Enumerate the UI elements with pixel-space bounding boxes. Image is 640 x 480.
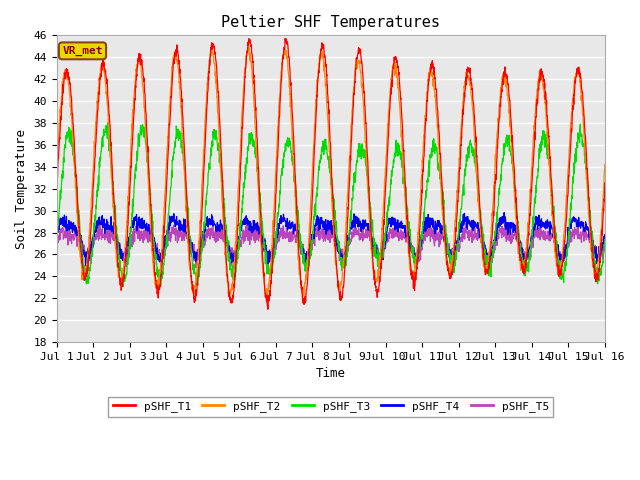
pSHF_T1 <box>264 306 272 312</box>
pSHF_T1 <box>81 275 88 280</box>
pSHF_T4 <box>319 221 327 227</box>
pSHF_T2 <box>586 219 593 225</box>
pSHF_T3 <box>53 231 61 237</box>
pSHF_T1 <box>320 44 328 50</box>
pSHF_T2 <box>320 60 328 66</box>
pSHF_T2 <box>81 271 88 276</box>
pSHF_T3 <box>586 203 593 208</box>
pSHF_T2 <box>53 166 61 172</box>
pSHF_T2 <box>586 218 593 224</box>
pSHF_T5 <box>305 250 313 256</box>
Legend: pSHF_T1, pSHF_T2, pSHF_T3, pSHF_T4, pSHF_T5: pSHF_T1, pSHF_T2, pSHF_T3, pSHF_T4, pSHF… <box>108 397 554 417</box>
pSHF_T1 <box>282 36 289 41</box>
pSHF_T2 <box>305 225 313 231</box>
pSHF_T5 <box>230 266 237 272</box>
Line: pSHF_T2: pSHF_T2 <box>57 47 605 298</box>
pSHF_T5 <box>485 252 493 258</box>
pSHF_T1 <box>586 199 593 205</box>
pSHF_T3 <box>601 237 609 242</box>
pSHF_T3 <box>305 262 313 268</box>
pSHF_T4 <box>586 226 593 231</box>
pSHF_T3 <box>320 152 328 157</box>
pSHF_T1 <box>53 185 61 191</box>
pSHF_T5 <box>81 247 88 253</box>
pSHF_T2 <box>601 162 609 168</box>
pSHF_T1 <box>485 260 493 266</box>
pSHF_T5 <box>586 224 593 230</box>
pSHF_T4 <box>82 264 90 270</box>
pSHF_T5 <box>320 229 328 235</box>
pSHF_T4 <box>500 210 508 216</box>
pSHF_T2 <box>263 295 271 301</box>
pSHF_T1 <box>601 180 609 186</box>
Y-axis label: Soil Temperature: Soil Temperature <box>15 129 28 249</box>
Line: pSHF_T5: pSHF_T5 <box>57 223 605 269</box>
pSHF_T3 <box>119 284 127 289</box>
pSHF_T3 <box>81 277 88 283</box>
Line: pSHF_T3: pSHF_T3 <box>57 122 605 287</box>
pSHF_T4 <box>81 253 88 259</box>
pSHF_T2 <box>244 44 252 49</box>
pSHF_T4 <box>601 232 609 238</box>
pSHF_T4 <box>484 256 492 262</box>
pSHF_T3 <box>586 195 593 201</box>
pSHF_T5 <box>53 247 61 252</box>
pSHF_T5 <box>96 220 104 226</box>
Title: Peltier SHF Temperatures: Peltier SHF Temperatures <box>221 15 440 30</box>
pSHF_T4 <box>586 228 593 233</box>
Line: pSHF_T1: pSHF_T1 <box>57 38 605 309</box>
pSHF_T4 <box>305 246 313 252</box>
pSHF_T3 <box>485 269 493 275</box>
pSHF_T5 <box>601 240 609 245</box>
pSHF_T3 <box>104 120 111 125</box>
pSHF_T2 <box>485 249 493 255</box>
pSHF_T5 <box>586 240 593 245</box>
Line: pSHF_T4: pSHF_T4 <box>57 213 605 267</box>
Text: VR_met: VR_met <box>62 46 103 56</box>
pSHF_T1 <box>586 206 593 212</box>
pSHF_T1 <box>305 256 313 262</box>
X-axis label: Time: Time <box>316 367 346 380</box>
pSHF_T4 <box>53 230 61 236</box>
